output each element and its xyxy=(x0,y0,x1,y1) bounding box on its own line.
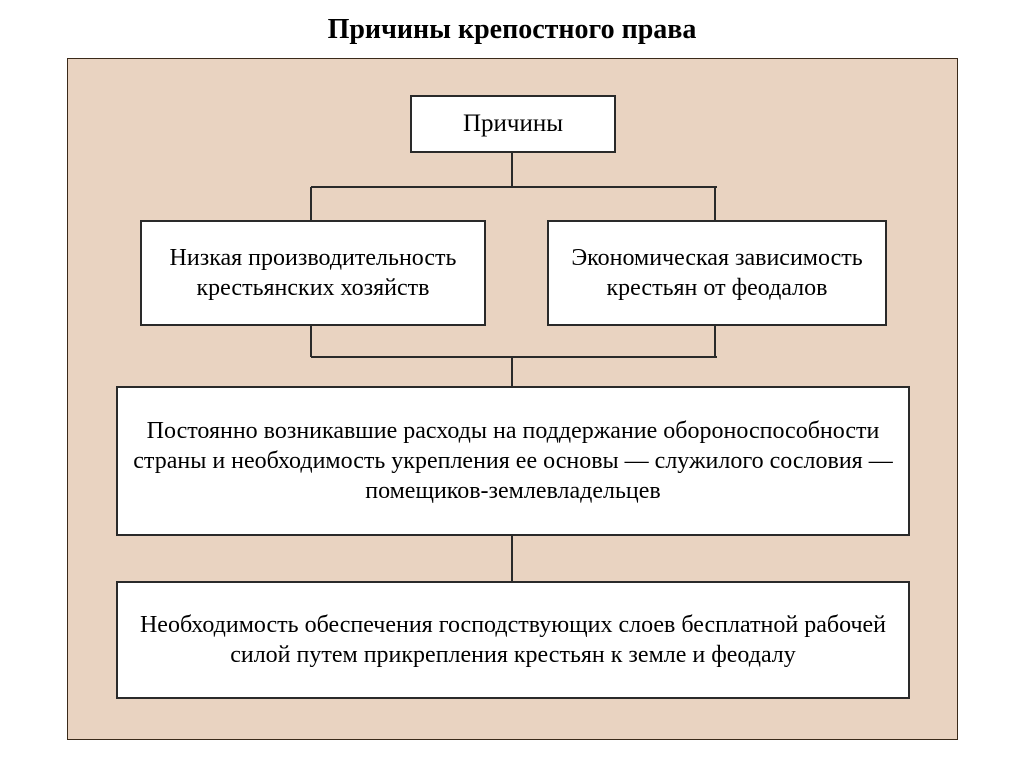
connector xyxy=(511,153,513,187)
node-left-label: Низкая производительность крестьянских х… xyxy=(152,243,474,303)
connector xyxy=(714,326,716,357)
node-mid: Постоянно возникавшие расходы на поддерж… xyxy=(116,386,910,536)
page-title: Причины крепостного права xyxy=(0,14,1024,46)
node-root-label: Причины xyxy=(463,108,563,139)
node-left: Низкая производительность крестьянских х… xyxy=(140,220,486,326)
connector xyxy=(511,357,513,386)
node-bottom-label: Необходимость обеспечения господствующих… xyxy=(128,610,898,670)
node-bottom: Необходимость обеспечения господствующих… xyxy=(116,581,910,699)
connector xyxy=(511,536,513,581)
node-right: Экономическая зависимость крестьян от фе… xyxy=(547,220,887,326)
connector xyxy=(311,356,717,358)
node-right-label: Экономическая зависимость крестьян от фе… xyxy=(559,243,875,303)
node-root: Причины xyxy=(410,95,616,153)
connector xyxy=(310,187,312,220)
diagram-panel: Причины Низкая производительность кресть… xyxy=(67,58,958,740)
page: Причины крепостного права Причины Низкая… xyxy=(0,0,1024,767)
connector xyxy=(310,326,312,357)
connector xyxy=(714,187,716,220)
connector xyxy=(311,186,717,188)
node-mid-label: Постоянно возникавшие расходы на поддерж… xyxy=(128,416,898,506)
